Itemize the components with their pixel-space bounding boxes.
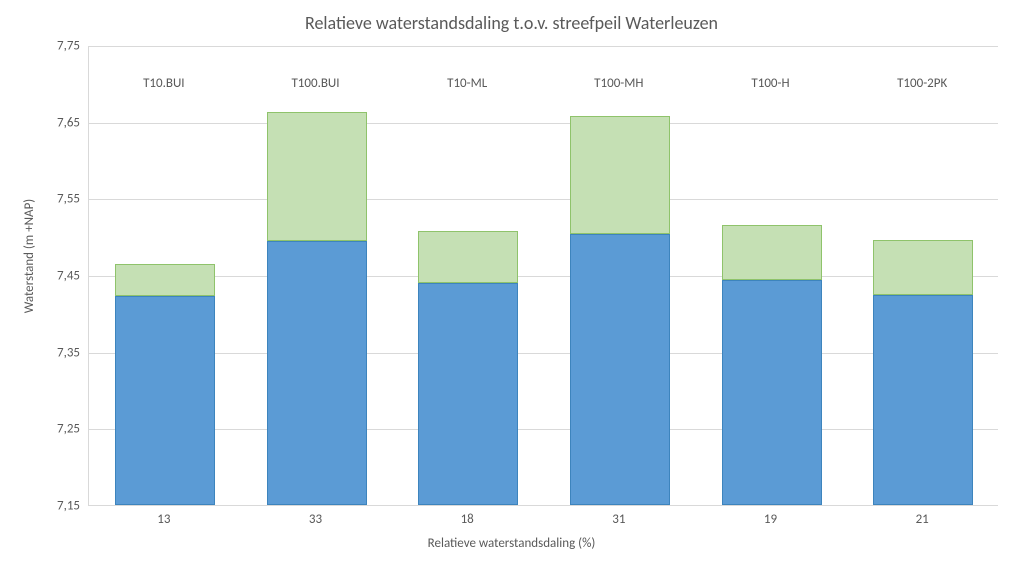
gridline [89, 276, 998, 277]
category-top-label: T100.BUI [291, 76, 339, 91]
gridline [89, 199, 998, 200]
bar-segment-base [873, 295, 973, 505]
bar-segment-base [115, 296, 215, 505]
bar-segment-delta [418, 231, 518, 282]
bar-group [722, 45, 822, 505]
category-top-label: T10.BUI [143, 76, 184, 91]
chart-title: Relatieve waterstandsdaling t.o.v. stree… [0, 12, 1023, 34]
bar-segment-delta [873, 240, 973, 295]
bar-segment-delta [267, 112, 367, 241]
bar-group [115, 45, 215, 505]
chart-container: Relatieve waterstandsdaling t.o.v. stree… [0, 0, 1023, 570]
category-bottom-label: 13 [157, 512, 170, 527]
y-tick-label: 7,55 [38, 192, 80, 207]
category-bottom-label: 19 [764, 512, 777, 527]
gridline [89, 46, 998, 47]
bar-group [873, 45, 973, 505]
bar-segment-delta [115, 264, 215, 295]
y-tick-label: 7,35 [38, 345, 80, 360]
category-bottom-label: 18 [461, 512, 474, 527]
bar-segment-delta [722, 225, 822, 279]
gridline [89, 353, 998, 354]
category-top-label: T10-ML [447, 76, 487, 91]
category-bottom-label: 21 [916, 512, 929, 527]
category-bottom-label: 33 [309, 512, 322, 527]
y-tick-label: 7,45 [38, 269, 80, 284]
category-bottom-label: 31 [612, 512, 625, 527]
bar-group [267, 45, 367, 505]
y-tick-label: 7,65 [38, 115, 80, 130]
bar-segment-base [722, 280, 822, 505]
bar-segment-base [418, 283, 518, 505]
x-axis-label: Relatieve waterstandsdaling (%) [0, 536, 1023, 551]
y-tick-label: 7,75 [38, 39, 80, 54]
gridline [89, 429, 998, 430]
y-tick-label: 7,25 [38, 422, 80, 437]
gridline [89, 123, 998, 124]
category-top-label: T100-MH [594, 76, 643, 91]
y-axis-label: Waterstand (m +NAP) [22, 156, 37, 356]
bar-segment-base [267, 241, 367, 505]
bar-segment-delta [570, 116, 670, 234]
category-top-label: T100-2PK [897, 76, 947, 91]
bar-group [418, 45, 518, 505]
bar-segment-base [570, 234, 670, 505]
category-top-label: T100-H [751, 76, 789, 91]
bar-group [570, 45, 670, 505]
plot-area [88, 46, 998, 506]
y-tick-label: 7,15 [38, 499, 80, 514]
